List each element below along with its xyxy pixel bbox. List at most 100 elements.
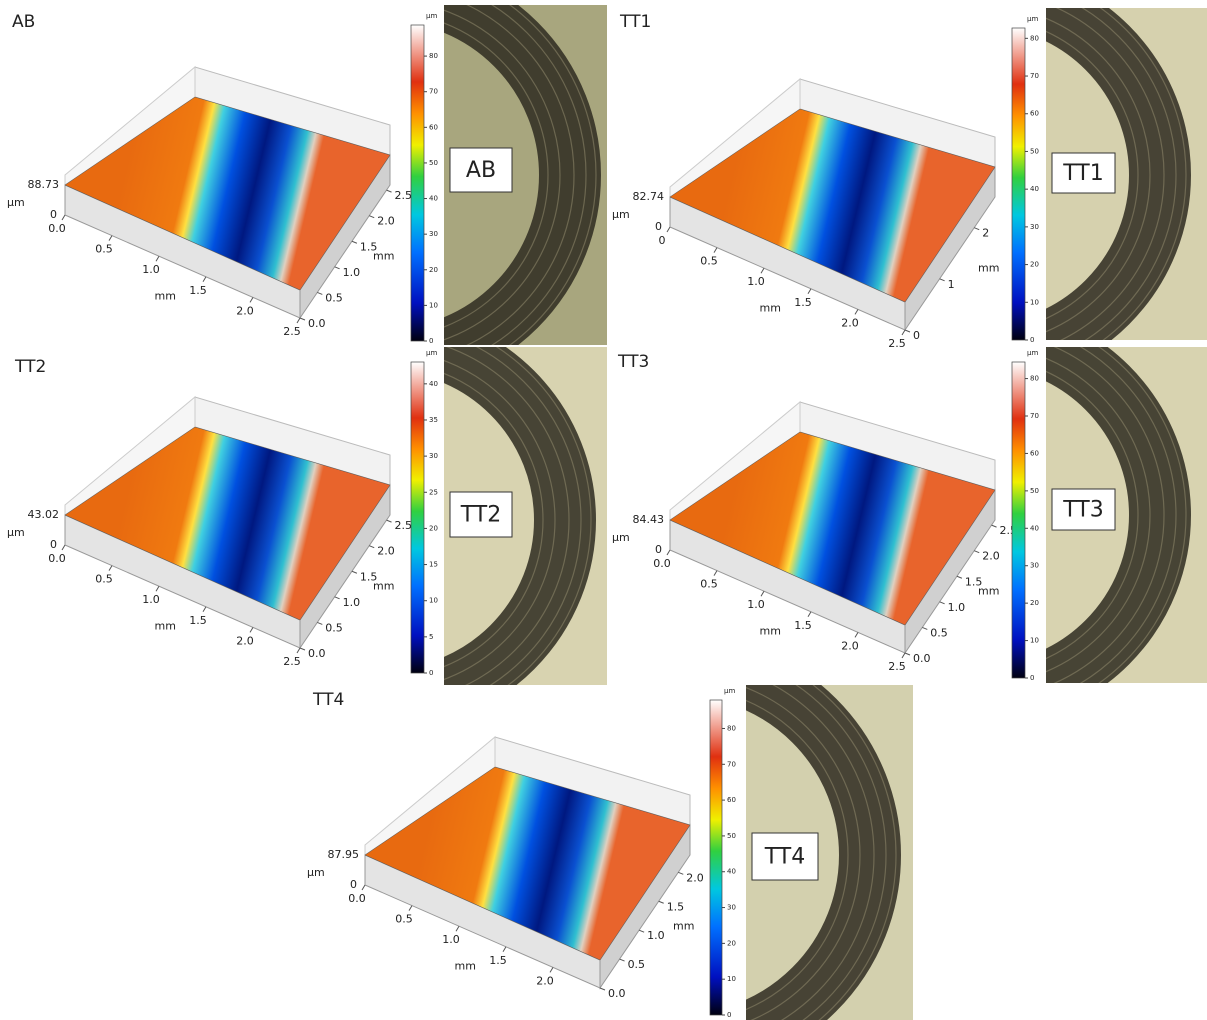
colorbar-tick-label: 0 bbox=[429, 669, 433, 677]
x-tick bbox=[550, 967, 553, 972]
y-tick bbox=[387, 520, 392, 522]
colorbar bbox=[1012, 28, 1025, 340]
y-tick bbox=[957, 576, 962, 578]
x-tick bbox=[203, 277, 206, 282]
x-tick bbox=[761, 591, 764, 596]
z-max-label: 43.02 bbox=[28, 508, 60, 521]
y-tick-label: 1.0 bbox=[343, 596, 361, 609]
y-tick-label: 2.5 bbox=[395, 189, 413, 202]
x-tick-label: 1.0 bbox=[442, 933, 460, 946]
y-tick bbox=[974, 228, 979, 230]
colorbar-tick-label: 25 bbox=[429, 488, 438, 496]
y-tick-label: 2.0 bbox=[686, 871, 704, 884]
z-max-label: 84.43 bbox=[633, 513, 665, 526]
x-tick bbox=[362, 885, 365, 890]
x-tick bbox=[808, 289, 811, 294]
colorbar-tick-label: 80 bbox=[429, 52, 438, 60]
box-label: TT2 bbox=[460, 503, 502, 528]
y-tick bbox=[639, 930, 644, 932]
x-tick-label: 0 bbox=[659, 234, 666, 247]
x-tick-label: 2.5 bbox=[283, 655, 301, 668]
colorbar-tick-label: 30 bbox=[727, 904, 736, 912]
y-tick bbox=[300, 318, 305, 320]
x-tick-label: 2.0 bbox=[841, 639, 859, 652]
x-tick-label: 0.5 bbox=[95, 573, 113, 586]
colorbar-tick-label: 50 bbox=[727, 832, 736, 840]
x-tick bbox=[297, 648, 300, 653]
y-unit: mm bbox=[673, 920, 694, 933]
colorbar-tick-label: 10 bbox=[429, 301, 438, 309]
colorbar bbox=[710, 700, 722, 1015]
x-tick bbox=[714, 571, 717, 576]
z-zero: 0 bbox=[50, 208, 57, 221]
y-unit: mm bbox=[373, 580, 394, 593]
y-tick bbox=[940, 602, 945, 604]
x-tick bbox=[250, 297, 253, 302]
colorbar-tick-label: 60 bbox=[1030, 110, 1039, 118]
x-unit: mm bbox=[760, 625, 781, 638]
x-tick bbox=[761, 268, 764, 273]
colorbar-tick-label: 30 bbox=[429, 452, 438, 460]
x-tick-label: 1.5 bbox=[794, 619, 812, 632]
x-tick-label: 0.5 bbox=[700, 255, 718, 268]
colorbar bbox=[1012, 362, 1025, 678]
z-zero: 0 bbox=[50, 538, 57, 551]
x-tick bbox=[203, 607, 206, 612]
y-tick bbox=[369, 216, 374, 218]
x-tick bbox=[250, 627, 253, 632]
colorbar-tick-label: 0 bbox=[1030, 336, 1034, 344]
colorbar-tick-label: 80 bbox=[1030, 375, 1039, 383]
x-tick-label: 2.5 bbox=[888, 660, 906, 673]
y-tick-label: 1.0 bbox=[948, 601, 966, 614]
y-tick-label: 0.5 bbox=[325, 291, 343, 304]
x-tick bbox=[409, 906, 412, 911]
colorbar-tick-label: 5 bbox=[429, 633, 433, 641]
colorbar-tick-label: 40 bbox=[429, 195, 438, 203]
y-tick bbox=[335, 267, 340, 269]
y-tick bbox=[905, 330, 910, 332]
colorbar-tick-label: 0 bbox=[1030, 674, 1034, 682]
colorbar-tick-label: 0 bbox=[429, 337, 433, 345]
y-tick bbox=[992, 525, 997, 527]
x-unit: mm bbox=[760, 302, 781, 315]
colorbar-tick-label: 20 bbox=[1030, 599, 1039, 607]
y-unit: mm bbox=[978, 262, 999, 275]
y-tick-label: 0.0 bbox=[308, 317, 326, 330]
colorbar-tick-label: 80 bbox=[727, 724, 736, 732]
y-tick bbox=[317, 292, 322, 294]
colorbar-tick-label: 30 bbox=[1030, 562, 1039, 570]
y-tick-label: 0.0 bbox=[608, 987, 626, 1000]
x-tick-label: 1.5 bbox=[794, 296, 812, 309]
colorbar-tick-label: 10 bbox=[1030, 637, 1039, 645]
x-tick-label: 1.5 bbox=[189, 614, 207, 627]
x-tick-label: 0.0 bbox=[48, 222, 66, 235]
y-tick-label: 2.5 bbox=[395, 519, 413, 532]
y-unit: mm bbox=[978, 585, 999, 598]
colorbar-unit: µm bbox=[426, 349, 437, 357]
y-tick-label: 0.5 bbox=[930, 626, 948, 639]
panel: TT487.95µm00.00.51.01.52.0mm0.00.51.01.5… bbox=[307, 639, 913, 1020]
colorbar-tick-label: 10 bbox=[727, 975, 736, 983]
y-tick bbox=[922, 627, 927, 629]
y-tick-label: 0.5 bbox=[325, 621, 343, 634]
x-tick-label: 0.5 bbox=[700, 578, 718, 591]
colorbar-tick-label: 10 bbox=[429, 597, 438, 605]
colorbar-unit: µm bbox=[1027, 15, 1038, 23]
y-tick-label: 2 bbox=[982, 227, 989, 240]
y-tick bbox=[600, 988, 605, 990]
colorbar-tick-label: 50 bbox=[1030, 487, 1039, 495]
z-unit: µm bbox=[612, 531, 630, 544]
colorbar-tick-label: 40 bbox=[727, 868, 736, 876]
box-label: TT4 bbox=[764, 845, 806, 870]
x-tick bbox=[62, 215, 65, 220]
x-tick-label: 2.0 bbox=[841, 316, 859, 329]
x-tick-label: 0.0 bbox=[48, 552, 66, 565]
colorbar-tick-label: 30 bbox=[429, 230, 438, 238]
y-tick-label: 0 bbox=[913, 329, 920, 342]
colorbar-tick-label: 70 bbox=[727, 760, 736, 768]
colorbar-tick-label: 60 bbox=[727, 796, 736, 804]
x-tick-label: 0.0 bbox=[348, 892, 366, 905]
colorbar-tick-label: 15 bbox=[429, 561, 438, 569]
y-tick bbox=[905, 653, 910, 655]
x-tick-label: 1.0 bbox=[142, 263, 160, 276]
